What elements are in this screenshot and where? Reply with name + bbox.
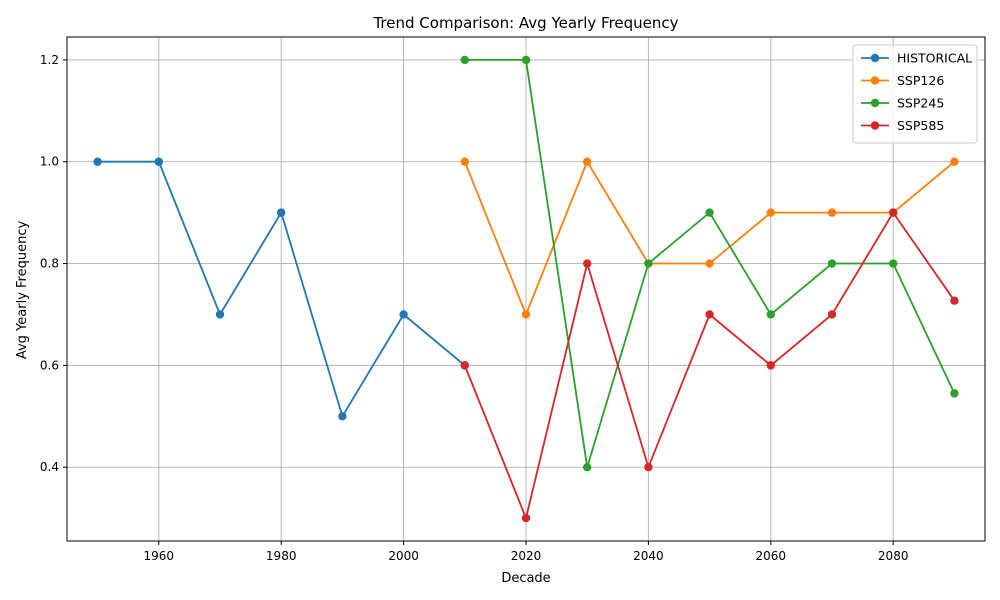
data-point-ssp585 (950, 296, 959, 305)
series-ssp126 (460, 157, 959, 319)
legend-marker-ssp126 (870, 76, 880, 85)
data-point-historical (93, 157, 102, 166)
legend-marker-historical (870, 53, 880, 63)
series-ssp585 (460, 208, 959, 523)
y-axis-label: Avg Yearly Frequency (15, 221, 30, 360)
legend-label-ssp585: SSP585 (897, 118, 944, 133)
y-tick-label: 1.2 (40, 53, 59, 67)
data-point-ssp585 (644, 462, 653, 472)
y-tick-label: 0.4 (40, 460, 59, 474)
data-point-ssp126 (705, 259, 714, 268)
x-tick-label: 2020 (511, 549, 542, 563)
legend-label-ssp126: SSP126 (897, 73, 944, 88)
legend: HISTORICAL SSP126 SSP245 SSP585 (852, 44, 978, 144)
data-point-historical (399, 310, 408, 319)
x-tick-label: 2060 (756, 549, 787, 563)
x-tick-label: 2000 (388, 549, 419, 563)
data-point-ssp245 (460, 55, 469, 65)
data-point-ssp585 (705, 310, 714, 319)
data-point-historical (338, 412, 347, 421)
data-point-historical (215, 310, 225, 319)
legend-marker-ssp245 (870, 98, 880, 108)
data-point-ssp585 (460, 361, 469, 370)
series-ssp245 (460, 55, 959, 472)
y-axis-ticks: 0.4 0.6 0.8 1.0 1.2 (40, 53, 67, 474)
data-point-ssp585 (766, 361, 775, 370)
legend-item-historical: HISTORICAL (861, 51, 972, 66)
legend-item-ssp245: SSP245 (861, 96, 944, 111)
data-point-ssp585 (521, 513, 531, 523)
x-tick-label: 2080 (878, 549, 909, 563)
data-point-historical (154, 157, 163, 166)
x-tick-label: 1960 (144, 549, 175, 563)
chart-title: Trend Comparison: Avg Yearly Frequency (372, 14, 678, 32)
data-point-ssp126 (583, 157, 592, 166)
x-axis-ticks: 1960 1980 2000 2020 2040 2060 2080 (144, 541, 909, 563)
data-point-ssp245 (705, 208, 714, 217)
x-tick-label: 1980 (266, 549, 297, 563)
legend-label-historical: HISTORICAL (897, 51, 972, 66)
data-point-ssp245 (950, 389, 959, 398)
data-point-ssp126 (460, 157, 469, 166)
data-point-ssp585 (583, 259, 592, 268)
data-point-ssp245 (766, 310, 775, 319)
x-tick-label: 2040 (633, 549, 664, 563)
legend-item-ssp585: SSP585 (861, 118, 944, 133)
data-point-ssp245 (583, 462, 592, 472)
data-point-ssp585 (889, 208, 898, 217)
data-point-ssp245 (644, 259, 653, 268)
data-point-historical (277, 208, 286, 217)
data-point-ssp126 (766, 208, 775, 217)
legend-item-ssp126: SSP126 (861, 73, 944, 88)
data-point-ssp245 (521, 55, 531, 65)
data-point-ssp126 (521, 310, 531, 319)
legend-marker-ssp585 (870, 121, 880, 130)
series-layer (93, 55, 959, 523)
data-point-ssp126 (827, 208, 837, 217)
data-point-ssp126 (950, 157, 959, 166)
legend-box (852, 44, 978, 144)
y-tick-label: 1.0 (40, 155, 59, 169)
legend-label-ssp245: SSP245 (897, 96, 944, 111)
data-point-ssp245 (889, 259, 898, 268)
data-point-ssp585 (827, 310, 837, 319)
data-point-ssp245 (827, 259, 837, 268)
series-line-ssp126 (463, 159, 955, 317)
y-tick-label: 0.6 (40, 358, 59, 372)
y-tick-label: 0.8 (40, 257, 59, 271)
x-axis-label: Decade (501, 571, 550, 586)
